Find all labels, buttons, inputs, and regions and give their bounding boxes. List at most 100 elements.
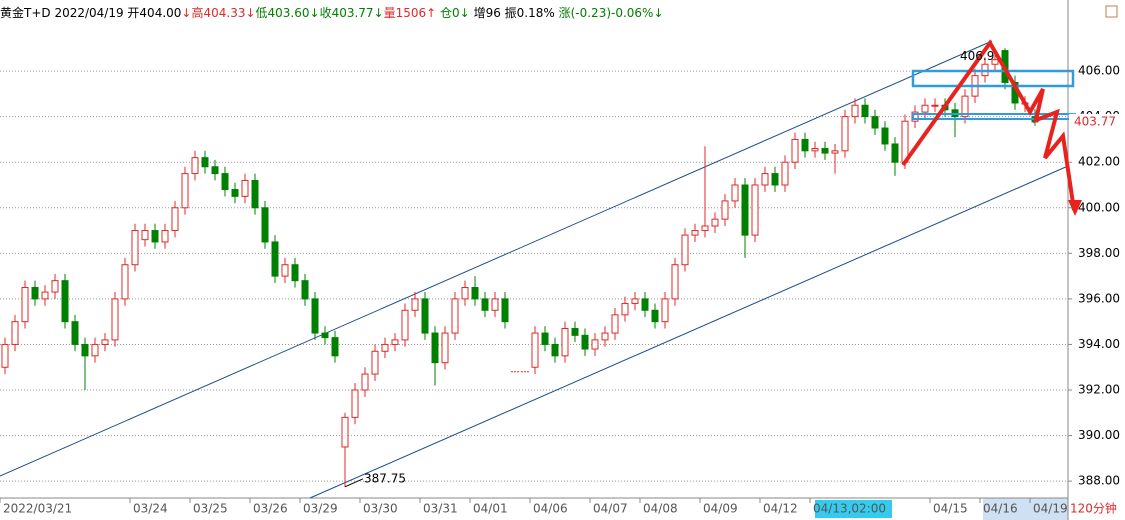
- candle-body: [861, 104, 869, 118]
- header-item: 仓0↓: [436, 6, 470, 20]
- zone-box: [911, 69, 1075, 88]
- x-tick-label: 03/24: [133, 502, 168, 516]
- candle-body: [71, 321, 79, 345]
- candle-body: [471, 287, 479, 300]
- candle-body: [141, 230, 149, 241]
- x-tick-label: 03/29: [303, 502, 338, 516]
- candle-body: [561, 328, 569, 357]
- x-tick-label: 2022/03/21: [3, 502, 72, 516]
- x-tick-label: 04/19: [1033, 502, 1068, 516]
- candle-body: [91, 343, 99, 357]
- candle-body: [461, 287, 469, 300]
- candle-body: [41, 291, 49, 300]
- candle-body: [351, 389, 359, 418]
- candle-body: [741, 184, 749, 236]
- candle-body: [251, 179, 259, 209]
- candle-body: [691, 230, 699, 236]
- arrow-head: [1068, 200, 1082, 216]
- header-item: 振0.18%: [501, 6, 555, 20]
- forecast-arrow: [901, 39, 1076, 211]
- y-tick-label: 398.00: [1078, 246, 1120, 260]
- header-item: 黄金T+D 2022/04/19 开404.00: [0, 5, 181, 20]
- candle-body: [51, 280, 59, 293]
- candle-body: [161, 230, 169, 243]
- x-tick-label: 04/12: [763, 502, 798, 516]
- candle-body: [531, 332, 539, 368]
- channel-upper: [0, 40, 993, 477]
- candle-body: [851, 104, 859, 118]
- candle-body: [101, 339, 109, 345]
- candle-body: [241, 179, 249, 197]
- candle-body: [581, 334, 589, 350]
- x-tick-label: 03/25: [193, 502, 228, 516]
- candle-body: [621, 302, 629, 316]
- candle-body: [81, 343, 89, 357]
- candle-body: [261, 207, 269, 243]
- candle-body: [381, 343, 389, 352]
- candle-body: [801, 138, 809, 152]
- header-item: 收403.77↓: [320, 6, 384, 20]
- candle-body: [431, 332, 439, 364]
- candle-body: [821, 148, 829, 154]
- x-tick-label: 04/01: [473, 502, 508, 516]
- candle-body: [701, 225, 709, 232]
- candle-body: [401, 309, 409, 341]
- candle-body: [831, 150, 839, 154]
- x-tick-label: 04/09: [703, 502, 738, 516]
- candle-body: [231, 189, 239, 197]
- candle-body: [371, 350, 379, 375]
- x-tick-label: 04/08: [643, 502, 678, 516]
- candle-body: [481, 298, 489, 311]
- crosshair-label-bg: [815, 500, 892, 518]
- candle-body: [491, 298, 499, 311]
- channel-lower: [309, 165, 1069, 499]
- x-tick-label: 04/06: [533, 502, 568, 516]
- x-tick-label: 03/31: [423, 502, 458, 516]
- candle-body: [891, 143, 899, 163]
- range-highlight: [983, 498, 1068, 520]
- header-item: 增96: [470, 6, 501, 20]
- candle-body: [1, 343, 9, 368]
- candle-body: [811, 148, 819, 152]
- candle-body: [961, 95, 969, 118]
- candle-body: [761, 173, 769, 186]
- last-price-box: [1069, 113, 1125, 130]
- candle-body: [881, 127, 889, 145]
- low-pointer: [344, 478, 364, 488]
- y-tick-label: 392.00: [1078, 383, 1120, 397]
- candle-body: [591, 339, 599, 350]
- candle-body: [181, 173, 189, 209]
- candle-body: [641, 298, 649, 311]
- y-tick-label: 400.00: [1078, 200, 1120, 214]
- candle-body: [451, 298, 459, 334]
- candle-body: [331, 337, 339, 357]
- y-tick-label: 406.00: [1078, 64, 1120, 78]
- header-item: 量1506↑: [384, 6, 437, 20]
- x-tick-label: 04/07: [593, 502, 628, 516]
- candle-body: [721, 200, 729, 220]
- candle-body: [571, 328, 579, 336]
- candle-body: [541, 332, 549, 345]
- candle-body: [171, 207, 179, 232]
- x-tick-label: 04/15: [933, 502, 968, 516]
- candle-body: [31, 287, 39, 300]
- y-tick-label: 388.00: [1078, 474, 1120, 488]
- candle-body: [301, 280, 309, 300]
- candle-body: [271, 241, 279, 277]
- header-item: 低403.60↓: [256, 6, 320, 20]
- candle-body: [841, 116, 849, 152]
- low-annotation: 387.75: [364, 471, 406, 485]
- header-item: ↓高404.33↓: [181, 5, 255, 20]
- candle-body: [321, 332, 329, 339]
- settings-button[interactable]: [1105, 5, 1118, 18]
- candle-body: [311, 298, 319, 334]
- x-tick-label: 04/13,02:00: [813, 502, 886, 516]
- candle-body: [341, 416, 349, 448]
- candle-body: [751, 184, 759, 236]
- candle-body: [601, 332, 609, 341]
- candle-body: [921, 104, 929, 113]
- candle-body: [731, 184, 739, 202]
- candle-body: [791, 138, 799, 163]
- candle-body: [711, 218, 719, 227]
- candle-body: [931, 104, 939, 107]
